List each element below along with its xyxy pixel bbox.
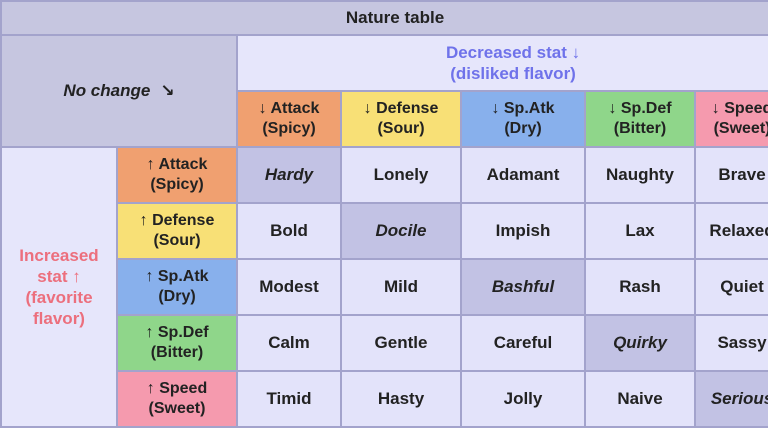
nature-cell: Gentle [340, 314, 462, 372]
nature-cell-neutral: Quirky [584, 314, 696, 372]
column-header-sp-def: ↓ Sp.Def (Bitter) [584, 90, 696, 148]
column-stat: ↓ Sp.Atk [491, 100, 555, 117]
row-stat: ↑ Sp.Def [145, 324, 209, 341]
row-flavor: (Dry) [158, 288, 196, 305]
table-row: ↑ Defense (Sour) Bold Docile Impish Lax … [1, 202, 768, 260]
table-row: ↑ Speed (Sweet) Timid Hasty Jolly Naive … [1, 370, 768, 428]
row-stat: ↑ Attack [146, 156, 208, 173]
increased-stat-line: (favorite [25, 288, 93, 307]
row-header-sp-def: ↑ Sp.Def (Bitter) [116, 314, 238, 372]
nature-cell: Brave [693, 146, 768, 204]
row-header-defense: ↑ Defense (Sour) [116, 202, 238, 260]
nature-cell: Timid [236, 370, 342, 428]
table-title: Nature table [0, 0, 768, 36]
increased-stat-line: flavor) [33, 309, 85, 329]
nature-cell: Rash [584, 258, 696, 316]
nature-cell: Lonely [340, 146, 462, 204]
nature-cell-neutral: Docile [340, 202, 462, 260]
row-stat: ↑ Sp.Atk [145, 268, 209, 285]
increased-stat-header: Increased stat ↑ (favorite flavor) [0, 146, 118, 428]
column-flavor: (Dry) [504, 120, 542, 137]
table-row: ↑ Sp.Atk (Dry) Modest Mild Bashful Rash … [1, 258, 768, 316]
nature-cell: Quiet [693, 258, 768, 316]
column-header-speed: ↓ Speed (Sweet) [693, 90, 768, 148]
column-header-defense: ↓ Defense (Sour) [340, 90, 462, 148]
decreased-stat-subtitle: (disliked flavor) [450, 64, 576, 83]
decreased-stat-header: Decreased stat ↓ (disliked flavor) [235, 34, 768, 92]
column-flavor: (Bitter) [613, 120, 667, 137]
column-header-sp-atk: ↓ Sp.Atk (Dry) [460, 90, 586, 148]
row-flavor: (Spicy) [150, 176, 204, 193]
nature-cell: Modest [236, 258, 342, 316]
column-stat: ↓ Attack [258, 100, 320, 117]
row-stat: ↑ Defense [139, 212, 215, 229]
row-header-speed: ↑ Speed (Sweet) [116, 370, 238, 428]
nature-cell: Naive [584, 370, 696, 428]
decreased-stat-title: Decreased stat ↓ [445, 42, 581, 62]
nature-cell-neutral: Bashful [460, 258, 586, 316]
column-stat: ↓ Sp.Def [608, 100, 672, 117]
column-header-attack: ↓ Attack (Spicy) [236, 90, 342, 148]
nature-cell: Bold [236, 202, 342, 260]
nature-cell: Adamant [460, 146, 586, 204]
increased-stat-line: stat ↑ [37, 266, 81, 286]
table-row: ↑ Sp.Def (Bitter) Calm Gentle Careful Qu… [1, 314, 768, 372]
diagonal-arrow-icon: ↘ [160, 81, 175, 101]
column-flavor: (Sour) [377, 120, 425, 137]
nature-cell-neutral: Hardy [236, 146, 342, 204]
row-stat: ↑ Speed [146, 380, 208, 397]
column-stat: ↓ Speed [711, 100, 768, 117]
nature-cell: Calm [236, 314, 342, 372]
column-stat: ↓ Defense [363, 100, 439, 117]
nature-cell: Careful [460, 314, 586, 372]
column-flavor: (Sweet) [713, 120, 768, 137]
nature-cell: Mild [340, 258, 462, 316]
row-flavor: (Sour) [153, 232, 201, 249]
row-header-attack: ↑ Attack (Spicy) [116, 146, 238, 204]
nature-cell: Impish [460, 202, 586, 260]
nature-cell: Jolly [460, 370, 586, 428]
nature-cell: Sassy [693, 314, 768, 372]
no-change-text: No change [63, 81, 151, 101]
increased-stat-line: Increased [19, 245, 99, 265]
column-flavor: (Spicy) [262, 120, 316, 137]
no-change-label: No change ↘ [0, 34, 238, 148]
row-flavor: (Bitter) [150, 344, 204, 361]
nature-cell: Hasty [340, 370, 462, 428]
nature-cell-neutral: Serious [693, 370, 768, 428]
row-header-sp-atk: ↑ Sp.Atk (Dry) [116, 258, 238, 316]
nature-cell: Relaxed [693, 202, 768, 260]
nature-cell: Lax [584, 202, 696, 260]
row-flavor: (Sweet) [148, 400, 206, 417]
table-row: Increased stat ↑ (favorite flavor) ↑ Att… [0, 146, 768, 428]
nature-cell: Naughty [584, 146, 696, 204]
